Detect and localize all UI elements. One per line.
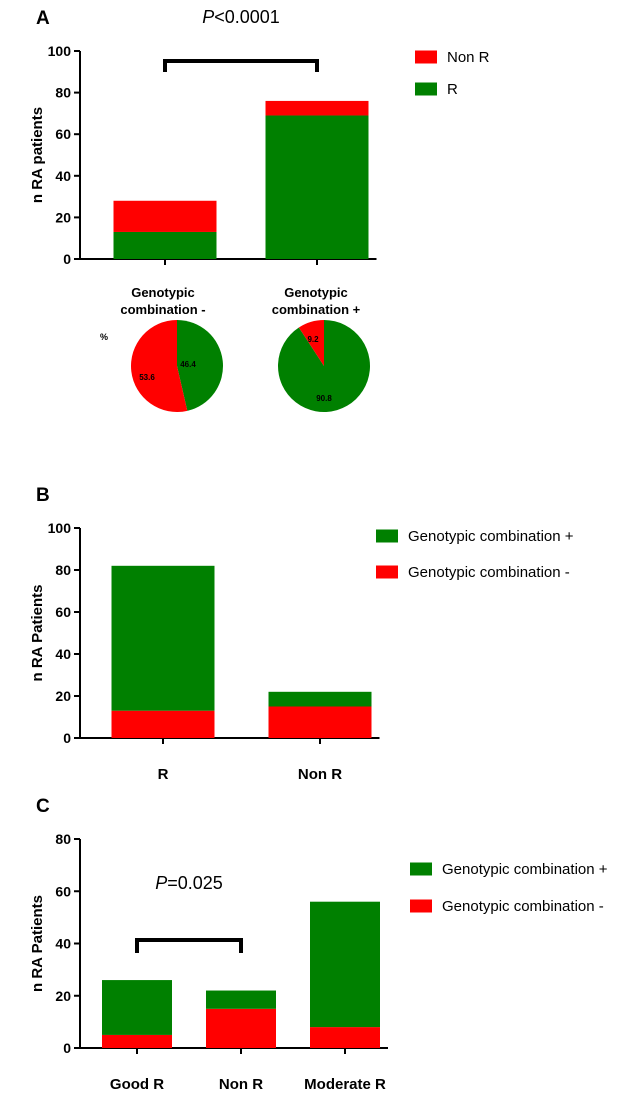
p-value: P<0.0001 <box>202 7 280 27</box>
y-tick-label: 60 <box>55 883 71 899</box>
pie-chart: Genotypic combination + 90.8 9.2 <box>272 285 371 413</box>
bar-segment <box>310 901 380 1028</box>
y-tick-label: 40 <box>55 646 71 662</box>
bar-segment <box>113 200 217 232</box>
bar-segment <box>268 706 372 738</box>
legend-label: Genotypic combination - <box>408 564 570 581</box>
y-tick-label: 60 <box>55 126 71 142</box>
bar-segment <box>206 1008 276 1048</box>
x-tick-label: Non R <box>219 1076 263 1093</box>
pie-slice-label: 53.6 <box>139 373 155 382</box>
panel-c: C 0 20 40 60 80 n RA Patients Good R Non R Modera… <box>29 796 608 1093</box>
y-tick-label: 100 <box>48 43 72 59</box>
y-tick-label: 80 <box>55 831 71 847</box>
legend-swatch <box>376 529 398 543</box>
legend-label: Genotypic combination + <box>408 528 574 545</box>
legend-swatch <box>415 82 437 96</box>
pie-title: combination + <box>272 302 361 317</box>
y-tick-label: 20 <box>55 688 71 704</box>
bar-segment <box>265 115 369 259</box>
pie-title: Genotypic <box>131 285 195 300</box>
legend-label: Genotypic combination + <box>442 861 608 878</box>
pie-chart: Genotypic combination -% 46.4 53.6 <box>100 285 224 412</box>
bar-segment <box>111 565 215 711</box>
pie-title: Genotypic <box>284 285 348 300</box>
y-tick-label: 0 <box>63 251 71 267</box>
y-tick-label: 0 <box>63 1040 71 1056</box>
y-axis-label: n RA Patients <box>29 895 46 992</box>
pie-unit-label: % <box>100 332 108 342</box>
pie-slice <box>278 319 371 413</box>
y-tick-label: 40 <box>55 168 71 184</box>
y-tick-label: 20 <box>55 209 71 225</box>
legend-label: Genotypic combination - <box>442 898 604 915</box>
x-tick-label: Moderate R <box>304 1076 386 1093</box>
panel-a: A 0 20 40 60 80 100 n RA patients Non R R P<0.0001… <box>29 7 490 413</box>
legend-label: Non R <box>447 49 490 66</box>
bar-segment <box>113 231 217 259</box>
y-tick-label: 20 <box>55 988 71 1004</box>
panel-letter: B <box>36 485 50 506</box>
y-tick-label: 80 <box>55 562 71 578</box>
bar-segment <box>102 1034 172 1048</box>
panel-letter: C <box>36 796 50 817</box>
y-tick-label: 40 <box>55 936 71 952</box>
legend-swatch <box>415 50 437 64</box>
legend-swatch <box>410 862 432 876</box>
panel-letter: A <box>36 8 50 29</box>
pie-title: combination - <box>120 302 205 317</box>
bar-segment <box>206 990 276 1009</box>
bar-segment <box>268 691 372 707</box>
significance-bracket <box>163 59 319 72</box>
pie-slice <box>177 320 224 411</box>
legend-label: R <box>447 81 458 98</box>
x-tick-label: Good R <box>110 1076 164 1093</box>
p-value: P=0.025 <box>155 873 223 893</box>
y-tick-label: 80 <box>55 85 71 101</box>
y-tick-label: 0 <box>63 730 71 746</box>
bar-segment <box>102 980 172 1035</box>
x-tick-label: R <box>158 766 169 783</box>
y-tick-label: 60 <box>55 604 71 620</box>
bar-segment <box>111 710 215 738</box>
y-axis-label: n RA patients <box>29 107 46 203</box>
panel-b: B 0 20 40 60 80 100 n RA Patients R Non R Genotypi… <box>29 485 574 783</box>
pie-slice-label: 9.2 <box>307 335 319 344</box>
pie-slice <box>131 320 188 412</box>
pie-slice-label: 90.8 <box>316 394 332 403</box>
bar-segment <box>310 1027 380 1048</box>
bar-segment <box>265 100 369 116</box>
y-axis-label: n RA Patients <box>29 585 46 682</box>
pie-slice-label: 46.4 <box>180 360 196 369</box>
significance-bracket <box>135 938 243 953</box>
x-tick-label: Non R <box>298 766 342 783</box>
y-tick-label: 100 <box>48 520 72 536</box>
legend-swatch <box>410 899 432 913</box>
pie-slice <box>298 320 324 366</box>
legend-swatch <box>376 565 398 579</box>
